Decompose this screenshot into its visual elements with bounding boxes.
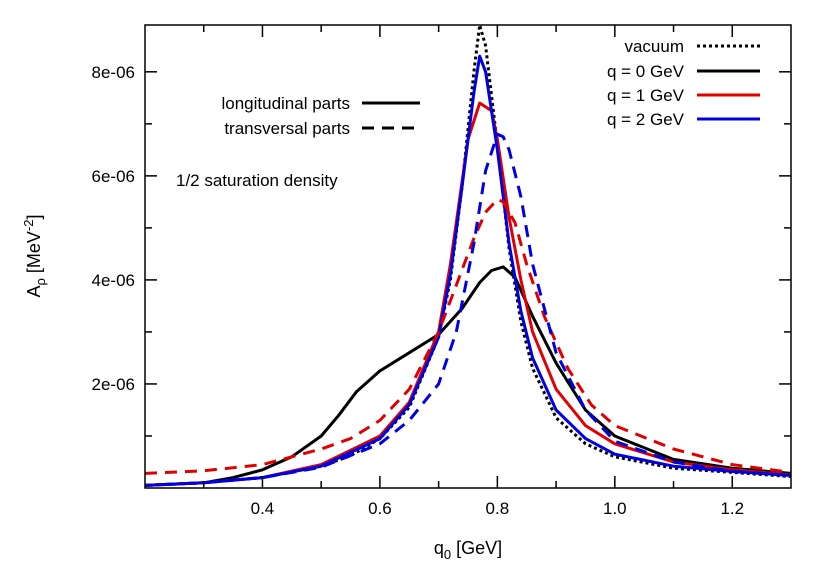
legend-label-q2: q = 2 GeV [607, 110, 685, 129]
series-layer [145, 25, 791, 487]
series-line-q2-transversal [145, 132, 791, 487]
x-tick-label: 1.0 [603, 499, 627, 518]
series-legend: vacuum q = 0 GeV q = 1 GeV q = 2 GeV [607, 37, 760, 129]
legend-label-q0: q = 0 GeV [607, 62, 685, 81]
y-tick-label: 2e-06 [92, 375, 135, 394]
y-axis-label-unit: [MeV [24, 231, 44, 278]
y-axis-label-unit-close: ] [24, 214, 44, 219]
x-axis-label-unit: [GeV] [451, 538, 502, 558]
x-tick-label: 1.2 [720, 499, 744, 518]
legend-label-q1: q = 1 GeV [607, 86, 685, 105]
series-line-q0-longitudinal [145, 265, 791, 487]
style-key: longitudinal parts transversal parts [221, 94, 420, 138]
y-tick-label: 6e-06 [92, 167, 135, 186]
y-axis-label: Aρ [MeV-2] [21, 214, 48, 297]
density-annotation: 1/2 saturation density [176, 171, 338, 190]
style-key-transversal-label: transversal parts [224, 119, 350, 138]
legend-label-vacuum: vacuum [624, 37, 684, 56]
series-line-vacuum [145, 25, 791, 487]
x-axis-label-subscript: 0 [444, 547, 451, 562]
x-tick-label: 0.6 [368, 499, 392, 518]
ticks-layer: 0.4 0.6 0.8 1.0 1.2 2e-06 4e-06 6e-06 8e-06 [92, 25, 791, 518]
y-axis-label-superscript: -2 [21, 220, 36, 232]
x-axis-label: q0 [GeV] [434, 538, 502, 562]
series-line-q2-longitudinal [145, 54, 791, 487]
style-key-longitudinal-label: longitudinal parts [221, 94, 350, 113]
x-tick-label: 0.4 [251, 499, 275, 518]
y-tick-label: 4e-06 [92, 271, 135, 290]
series-line-q1-longitudinal [145, 101, 791, 487]
x-tick-label: 0.8 [486, 499, 510, 518]
y-axis-label-subscript: ρ [33, 278, 48, 285]
y-tick-label: 8e-06 [92, 63, 135, 82]
series-line-q1-transversal [145, 197, 791, 475]
plot-frame [144, 24, 792, 489]
